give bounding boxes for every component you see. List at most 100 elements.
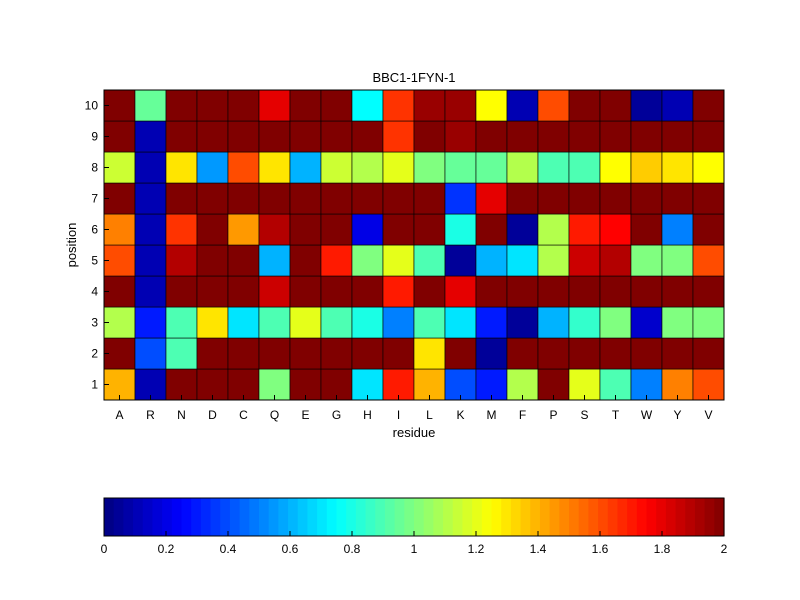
colorbar-segment xyxy=(336,498,347,536)
heatmap-cell-K-5 xyxy=(444,244,477,277)
heatmap-cell-M-10 xyxy=(475,89,508,122)
heatmap-cell-V-2 xyxy=(692,337,725,370)
colorbar-segment xyxy=(462,498,473,536)
y-axis-label: position xyxy=(64,223,79,268)
heatmap-cell-C-5 xyxy=(227,244,260,277)
heatmap-cell-D-7 xyxy=(196,182,229,215)
heatmap-cell-C-9 xyxy=(227,120,260,153)
heatmap-cell-G-2 xyxy=(320,337,353,370)
heatmap-cell-Y-9 xyxy=(661,120,694,153)
heatmap-cell-G-8 xyxy=(320,151,353,184)
colorbar-segment xyxy=(539,498,551,536)
heatmap-cell-N-9 xyxy=(165,120,198,153)
colorbar-segment xyxy=(607,498,619,536)
heatmap-cell-E-8 xyxy=(289,151,322,184)
heatmap-cell-W-4 xyxy=(630,275,663,308)
heatmap-cell-T-10 xyxy=(599,89,632,122)
x-tick-label: M xyxy=(487,408,497,422)
heatmap-cell-A-10 xyxy=(103,89,136,122)
heatmap-cell-G-3 xyxy=(320,306,353,339)
heatmap-cell-S-2 xyxy=(568,337,601,370)
heatmap-cell-G-7 xyxy=(320,182,353,215)
x-tick-label: Y xyxy=(673,408,681,422)
heatmap-cell-D-9 xyxy=(196,120,229,153)
heatmap-cell-P-9 xyxy=(537,120,570,153)
heatmap-cell-K-3 xyxy=(444,306,477,339)
colorbar-segment xyxy=(268,498,279,536)
heatmap-cell-N-3 xyxy=(165,306,198,339)
heatmap-cell-Y-5 xyxy=(661,244,694,277)
colorbar-tick-label: 1.4 xyxy=(530,542,547,556)
y-tick-label: 9 xyxy=(91,130,98,144)
heatmap-cell-Q-10 xyxy=(258,89,291,122)
x-tick-label: P xyxy=(549,408,557,422)
colorbar-segment xyxy=(665,498,677,536)
x-tick-label: F xyxy=(519,408,526,422)
heatmap-cell-H-9 xyxy=(351,120,384,153)
heatmap-cell-E-6 xyxy=(289,213,322,246)
colorbar-segment xyxy=(239,498,250,536)
heatmap-cell-W-9 xyxy=(630,120,663,153)
heatmap-cell-V-4 xyxy=(692,275,725,308)
colorbar-segment xyxy=(171,498,183,536)
heatmap-cell-Q-2 xyxy=(258,337,291,370)
y-tick-label: 1 xyxy=(91,378,98,392)
heatmap-cell-C-10 xyxy=(227,89,260,122)
colorbar-segment xyxy=(278,498,289,536)
heatmap-cell-G-9 xyxy=(320,120,353,153)
heatmap-cell-D-4 xyxy=(196,275,229,308)
colorbar-tick-label: 1.6 xyxy=(592,542,609,556)
colorbar-segment xyxy=(210,498,221,536)
heatmap-cell-E-2 xyxy=(289,337,322,370)
heatmap-cell-Q-7 xyxy=(258,182,291,215)
colorbar-segment xyxy=(656,498,667,536)
heatmap-cell-T-7 xyxy=(599,182,632,215)
heatmap-cell-N-10 xyxy=(165,89,198,122)
heatmap-cell-I-8 xyxy=(382,151,415,184)
heatmap-cell-F-9 xyxy=(506,120,539,153)
colorbar-segment xyxy=(220,498,231,536)
heatmap-cell-I-4 xyxy=(382,275,415,308)
y-tick-label: 5 xyxy=(91,254,98,268)
heatmap-cell-D-10 xyxy=(196,89,229,122)
heatmap-cell-H-7 xyxy=(351,182,384,215)
colorbar-segment xyxy=(694,498,706,536)
heatmap-cell-L-3 xyxy=(413,306,446,339)
heatmap-cell-M-7 xyxy=(475,182,508,215)
x-tick-label: V xyxy=(704,408,712,422)
heatmap-cell-E-9 xyxy=(289,120,322,153)
heatmap-cell-I-5 xyxy=(382,244,415,277)
heatmap-cell-W-3 xyxy=(630,306,663,339)
colorbar-segment xyxy=(510,498,522,536)
heatmap-cell-L-2 xyxy=(413,337,446,370)
heatmap-cell-C-7 xyxy=(227,182,260,215)
heatmap-cell-Y-6 xyxy=(661,213,694,246)
heatmap-cell-R-5 xyxy=(134,244,167,277)
heatmap-cell-L-7 xyxy=(413,182,446,215)
heatmap-cell-T-8 xyxy=(599,151,632,184)
colorbar xyxy=(104,498,725,536)
heatmap-cell-F-8 xyxy=(506,151,539,184)
heatmap-cell-T-3 xyxy=(599,306,632,339)
heatmap-cell-A-4 xyxy=(103,275,136,308)
heatmap-cell-M-3 xyxy=(475,306,508,339)
heatmap-cell-Y-2 xyxy=(661,337,694,370)
heatmap-cell-N-6 xyxy=(165,213,198,246)
heatmap-cell-Q-5 xyxy=(258,244,291,277)
heatmap-cell-I-9 xyxy=(382,120,415,153)
heatmap-cell-R-2 xyxy=(134,337,167,370)
colorbar-segment xyxy=(191,498,202,536)
heatmap-cell-K-2 xyxy=(444,337,477,370)
heatmap-cell-T-9 xyxy=(599,120,632,153)
y-tick-label: 10 xyxy=(85,99,99,113)
heatmap-cell-I-10 xyxy=(382,89,415,122)
colorbar-segment xyxy=(433,498,444,536)
heatmap-cell-A-9 xyxy=(103,120,136,153)
heatmap-cell-R-7 xyxy=(134,182,167,215)
heatmap-cell-R-1 xyxy=(134,368,167,401)
heatmap-cell-F-3 xyxy=(506,306,539,339)
colorbar-segment xyxy=(384,498,396,536)
colorbar-segment xyxy=(704,498,715,536)
colorbar-segment xyxy=(617,498,628,536)
heatmap-cell-W-8 xyxy=(630,151,663,184)
